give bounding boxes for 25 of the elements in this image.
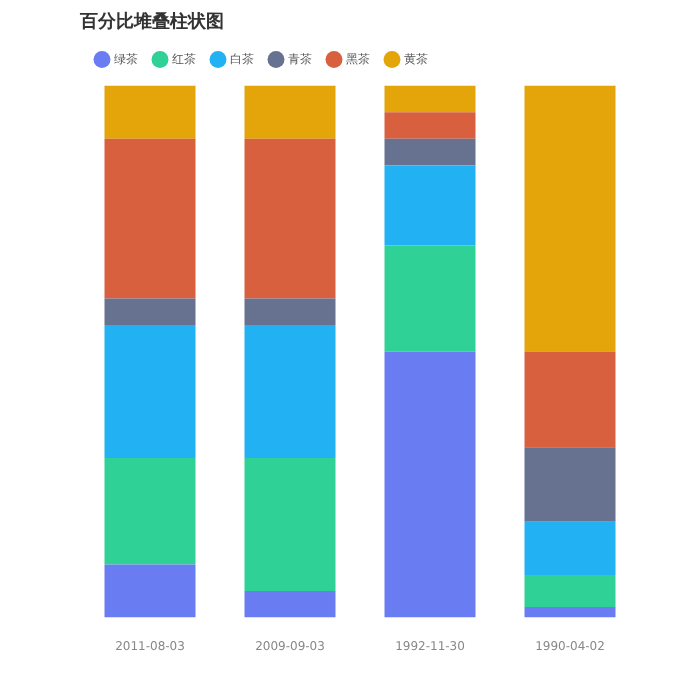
bar: [244, 138, 336, 299]
bar: [524, 521, 616, 576]
bar: [104, 85, 196, 139]
bar: [524, 85, 616, 352]
bar: [104, 458, 196, 565]
bar: [384, 138, 476, 166]
bar: [524, 606, 616, 618]
bar: [384, 245, 476, 352]
chart-title: 百分比堆叠柱状图: [78, 11, 224, 34]
bar: [384, 85, 476, 113]
bar: [104, 325, 196, 458]
bar: [104, 138, 196, 299]
bar: [104, 298, 196, 325]
bar: [244, 298, 336, 325]
bar: [384, 112, 476, 139]
bar: [524, 575, 616, 607]
bar: [104, 564, 196, 618]
bar: [524, 447, 616, 522]
bar: [244, 325, 336, 458]
bar: [384, 165, 476, 246]
bar: [244, 591, 336, 618]
bar: [244, 458, 336, 591]
bar: [244, 85, 336, 139]
bar: [384, 351, 476, 618]
bar: [524, 351, 616, 448]
